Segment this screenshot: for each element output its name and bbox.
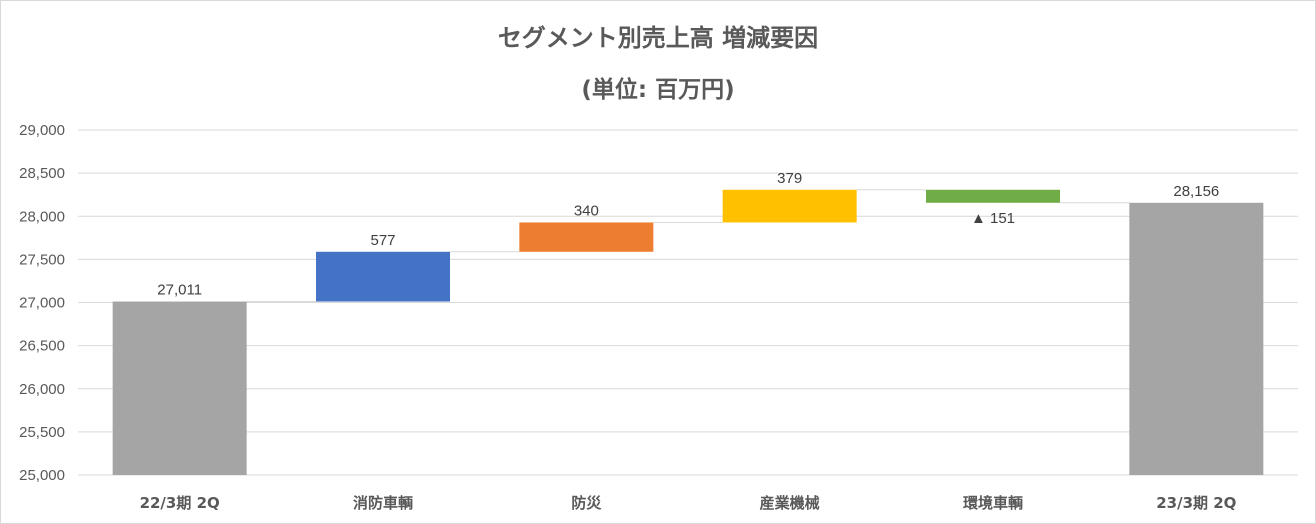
bar-4	[722, 189, 857, 223]
data-label-5: ▲ 151	[971, 210, 1015, 227]
y-tick-label: 25,000	[19, 467, 65, 484]
x-category-label: 23/3期 2Q	[1156, 494, 1236, 512]
bar-3	[519, 222, 654, 252]
data-label-3: 340	[574, 202, 599, 219]
bar-1	[112, 301, 247, 475]
data-label-4: 379	[777, 170, 802, 187]
y-tick-label: 28,000	[19, 208, 65, 225]
connector-lines	[246, 189, 1130, 303]
y-tick-label: 27,000	[19, 295, 65, 312]
gridlines	[78, 129, 1298, 476]
chart-subtitle: (単位: 百万円)	[581, 76, 734, 103]
data-label-6: 28,156	[1173, 183, 1219, 200]
chart-title: セグメント別売上高 増減要因	[498, 24, 818, 52]
data-labels: 27,011 577 340 379 ▲ 151 28,156	[157, 170, 1219, 299]
data-label-2: 577	[370, 232, 395, 249]
bar-5	[926, 189, 1060, 203]
bar-2	[316, 251, 450, 302]
bar-6	[1129, 202, 1264, 476]
y-axis-tick-labels: 25,000 25,500 26,000 26,500 27,000 27,500 28,0…	[19, 122, 65, 484]
x-axis-category-labels: 22/3期 2Q 消防車輌 防災 産業機械 環境車輌 23/3期 2Q	[140, 494, 1237, 512]
y-tick-label: 26,000	[19, 381, 65, 398]
y-tick-label: 29,000	[19, 122, 65, 139]
x-category-label: 産業機械	[760, 494, 820, 512]
x-category-label: 22/3期 2Q	[140, 494, 220, 512]
bars	[112, 189, 1264, 476]
y-tick-label: 27,500	[19, 251, 65, 268]
x-category-label: 消防車輌	[353, 494, 413, 512]
data-label-1: 27,011	[157, 282, 202, 299]
y-tick-label: 26,500	[19, 338, 65, 355]
x-category-label: 防災	[571, 494, 602, 512]
y-tick-label: 25,500	[19, 424, 65, 441]
x-category-label: 環境車輌	[963, 494, 1023, 512]
y-tick-label: 28,500	[19, 165, 65, 182]
